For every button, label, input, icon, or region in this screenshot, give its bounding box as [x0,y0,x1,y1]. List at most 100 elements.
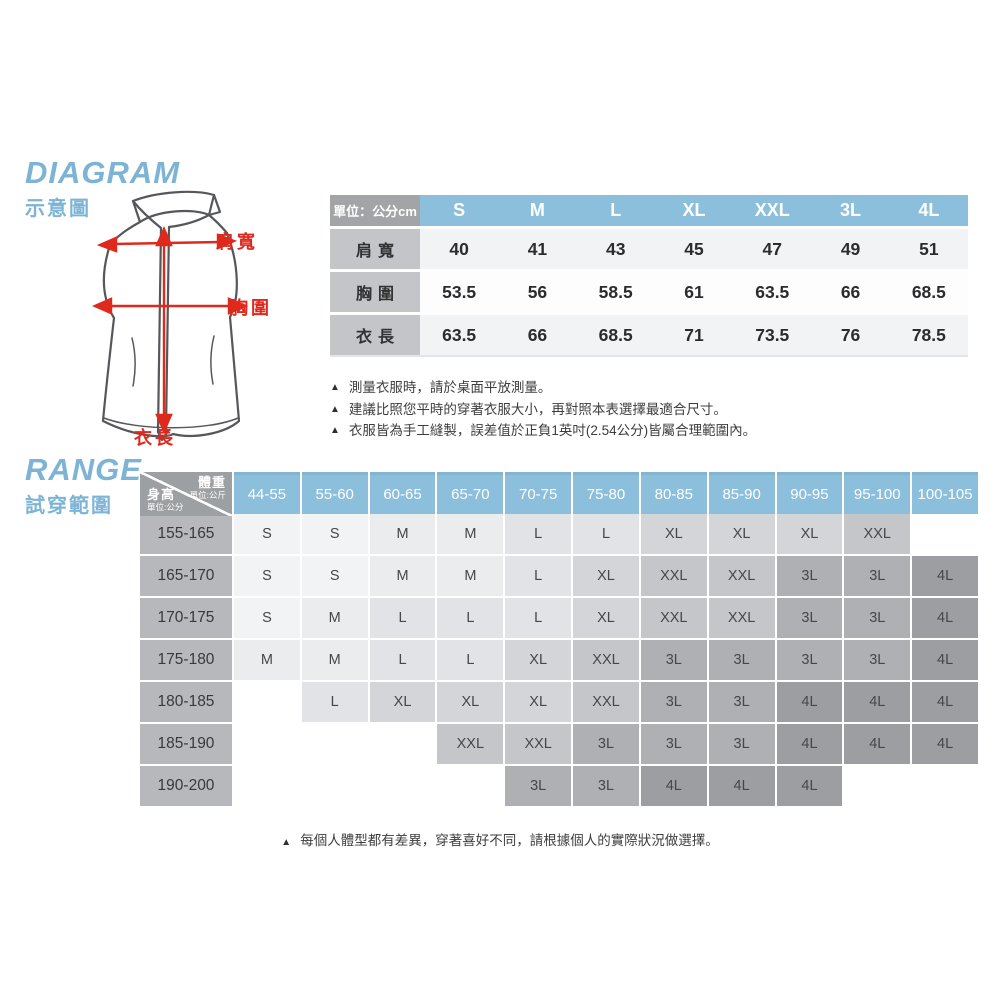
weight-column-header: 75-80 [573,472,639,516]
weight-column-header: 70-75 [505,472,572,516]
range-size-cell: M [369,556,436,596]
height-axis-label: 身高 [147,487,176,503]
range-size-cell: 3L [573,766,639,806]
measurement-value: 43 [576,226,655,269]
measurement-value: 68.5 [576,312,655,355]
measurement-value: 71 [654,312,734,355]
measurement-value: 66 [811,269,890,312]
fit-advice-note: ▲ 每個人體型都有差異，穿著喜好不同，請根據個人的實際狀況做選擇。 [0,829,1000,854]
measurement-arrows-icon [92,226,248,434]
range-size-cell: 3L [776,640,843,680]
range-size-cell: XXL [640,556,707,596]
size-column-header: XL [654,195,734,226]
range-size-cell: M [234,640,300,680]
diagram-section-subtitle: 示意圖 [25,198,91,220]
size-column-header: S [420,195,499,226]
measurement-value: 78.5 [889,312,968,355]
range-size-cell: 3L [573,724,639,764]
range-size-cell: M [301,598,368,638]
measurement-value: 47 [733,226,812,269]
range-size-cell: 4L [844,724,911,764]
measurement-value: 58.5 [576,269,655,312]
range-size-cell: 3L [776,598,843,638]
range-size-cell: L [505,598,572,638]
range-size-cell: 4L [912,724,978,764]
range-empty-cell [912,766,978,806]
range-size-cell: XL [369,682,436,722]
weight-column-header: 100-105 [912,472,978,516]
range-size-cell: XL [437,682,504,722]
height-row-label: 185-190 [140,724,232,764]
note-text: 衣服皆為手工縫製，誤差值於正負1英吋(2.54公分)皆屬合理範圍內。 [348,423,757,438]
size-column-header: M [498,195,577,226]
range-size-cell: L [301,682,368,722]
height-row-label: 175-180 [140,640,232,680]
fit-range-table: 體重 單位:公斤 身高 單位:公分 44-55 55-60 60-65 65-70 70… [140,472,978,806]
range-size-cell: S [301,514,368,554]
weight-column-header: 85-90 [708,472,775,516]
range-empty-cell [369,766,436,806]
measurement-value: 68.5 [889,269,968,312]
vest-drawing-icon [92,190,248,442]
chest-girth-label: 胸圍 [230,298,272,318]
range-size-cell: XXL [437,724,504,764]
measurement-value: 49 [811,226,890,269]
height-weight-corner-cell: 體重 單位:公斤 身高 單位:公分 [140,472,232,516]
range-size-cell: XL [640,514,707,554]
range-size-cell: S [234,556,300,596]
range-size-cell: 4L [912,640,978,680]
range-size-cell: L [437,640,504,680]
shoulder-width-label: 肩寬 [216,232,258,252]
range-size-cell: 3L [640,640,707,680]
height-row-label: 190-200 [140,766,232,806]
size-table-row: 肩寬 40 41 43 45 47 49 51 [330,226,968,269]
range-size-cell: S [234,514,300,554]
range-size-cell: 3L [640,724,707,764]
weight-axis-unit: 單位:公斤 [189,489,226,500]
height-row-label: 155-165 [140,514,232,554]
range-size-cell: S [234,598,300,638]
measurement-row-label: 肩寬 [330,226,420,269]
measurement-value: 61 [654,269,734,312]
triangle-bullet-icon: ▲ [281,837,292,848]
range-size-cell: 3L [640,682,707,722]
measurement-value: 63.5 [733,269,812,312]
range-size-cell: XL [505,640,572,680]
size-column-header: 3L [811,195,890,226]
range-size-cell: 3L [505,766,572,806]
range-empty-cell [234,724,300,764]
range-size-cell: M [437,556,504,596]
range-size-cell: 4L [640,766,707,806]
weight-column-header: 44-55 [234,472,300,516]
range-size-cell: L [505,556,572,596]
range-size-cell: XXL [708,556,775,596]
measurement-row-label: 胸圍 [330,269,420,312]
note-text: 測量衣服時，請於桌面平放測量。 [348,380,552,395]
measurement-notes: ▲ 測量衣服時，請於桌面平放測量。 ▲ 建議比照您平時的穿著衣服大小，再對照本表選擇最… [330,377,756,442]
range-empty-cell [844,766,911,806]
range-size-cell: L [573,514,639,554]
range-size-cell: 3L [708,682,775,722]
range-section-subtitle: 試穿範圍 [25,495,113,517]
range-empty-cell [301,766,368,806]
size-column-header: L [576,195,655,226]
unit-label-cell: 單位：公分cm [330,195,420,226]
height-row-label: 170-175 [140,598,232,638]
size-table-header-row: 單位：公分cm S M L XL XXL 3L 4L [330,195,968,226]
range-size-cell: 3L [844,598,911,638]
range-size-cell: 4L [844,682,911,722]
diagram-section-title: DIAGRAM [25,155,181,190]
range-size-cell: L [505,514,572,554]
weight-column-header: 90-95 [776,472,843,516]
range-size-cell: M [369,514,436,554]
measurement-value: 76 [811,312,890,355]
range-size-cell: L [369,640,436,680]
range-empty-cell [437,766,504,806]
range-size-cell: XXL [573,682,639,722]
range-size-cell: 4L [776,724,843,764]
measurement-value: 66 [498,312,577,355]
size-table-row: 衣長 63.5 66 68.5 71 73.5 76 78.5 [330,312,968,355]
size-column-header: XXL [733,195,812,226]
range-size-cell: XL [776,514,843,554]
measurement-value: 53.5 [420,269,499,312]
